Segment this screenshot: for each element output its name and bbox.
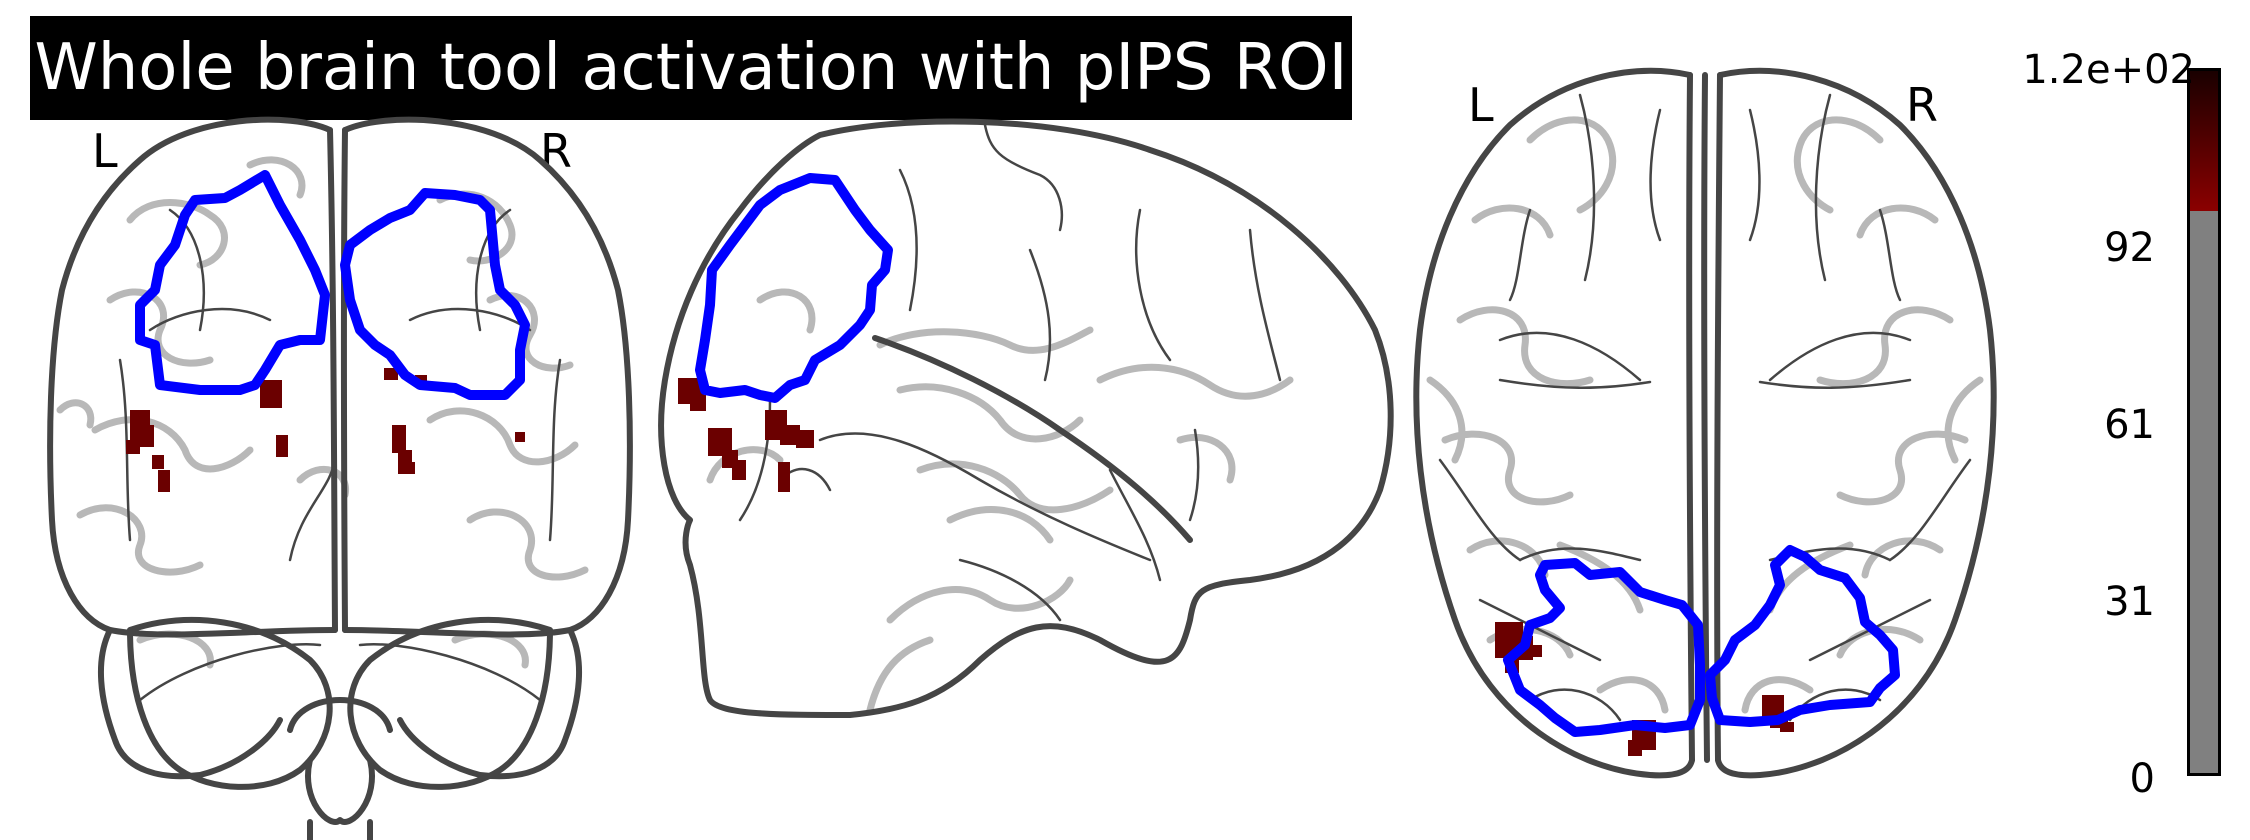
- sagittal-view: [661, 121, 1391, 715]
- colorbar-tick-label: 31: [1915, 582, 2155, 622]
- axial-view: [1416, 71, 1993, 775]
- colorbar-max-label: 1.2e+02: [1955, 50, 2195, 90]
- colorbar-tick-label: 0: [1915, 759, 2155, 799]
- colorbar-tick-label: 61: [1915, 405, 2155, 445]
- sagittal-thin-lines: [740, 125, 1280, 620]
- axial-roi-outline: [1508, 550, 1895, 732]
- coronal-view: [50, 120, 630, 840]
- sagittal-roi-outline: [700, 178, 888, 398]
- colorbar-tick-label: 92: [1915, 228, 2155, 268]
- colorbar-threshold-segment: [2190, 211, 2218, 773]
- colorbar: [2187, 68, 2221, 776]
